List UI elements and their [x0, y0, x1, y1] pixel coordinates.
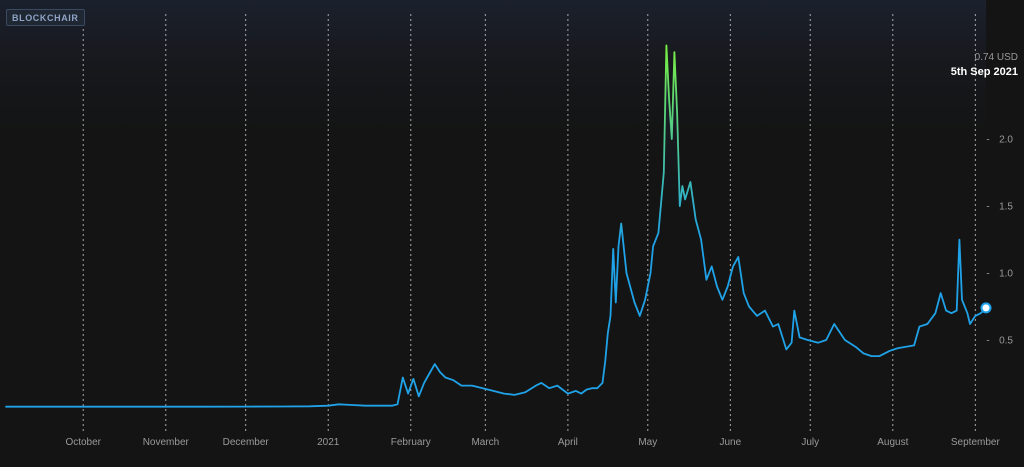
x-tick-label: October [65, 437, 101, 448]
area-fill [6, 45, 986, 408]
series-line [5, 44, 987, 408]
x-tick-label: February [391, 437, 431, 448]
x-tick-label: July [801, 437, 819, 448]
x-tick-label: December [223, 437, 270, 448]
brand-logo: BLOCKCHAIR [6, 9, 85, 26]
x-tick-label: September [951, 437, 1001, 448]
tooltip-value: 0.74 USD [974, 52, 1018, 63]
y-tick-mark: - [986, 135, 989, 146]
hover-marker-group [980, 302, 992, 314]
y-tick-label: 1.5 [999, 202, 1013, 213]
y-tick-label: 1.0 [999, 269, 1013, 280]
hover-tooltip: 0.74 USD 5th Sep 2021 [951, 50, 1018, 80]
hover-marker [980, 302, 992, 314]
tooltip-date: 5th Sep 2021 [950, 66, 1018, 78]
y-axis: 0.5-1.0-1.5-2.0- [986, 135, 1013, 347]
y-tick-mark: - [986, 336, 989, 347]
y-tick-mark: - [986, 269, 989, 280]
x-tick-label: November [143, 437, 190, 448]
x-tick-label: June [720, 437, 742, 448]
x-tick-label: August [877, 437, 908, 448]
y-tick-label: 2.0 [999, 135, 1013, 146]
plot-top-shade [0, 0, 986, 160]
x-tick-label: May [638, 437, 657, 448]
x-tick-label: April [558, 437, 578, 448]
area-under-line [6, 45, 986, 408]
series-line-group [5, 44, 987, 408]
y-tick-mark: - [986, 202, 989, 213]
x-tick-label: 2021 [317, 437, 340, 448]
x-axis: October November December 2021 February March… [65, 437, 1000, 448]
x-tick-label: March [471, 437, 499, 448]
y-tick-label: 0.5 [999, 336, 1013, 347]
